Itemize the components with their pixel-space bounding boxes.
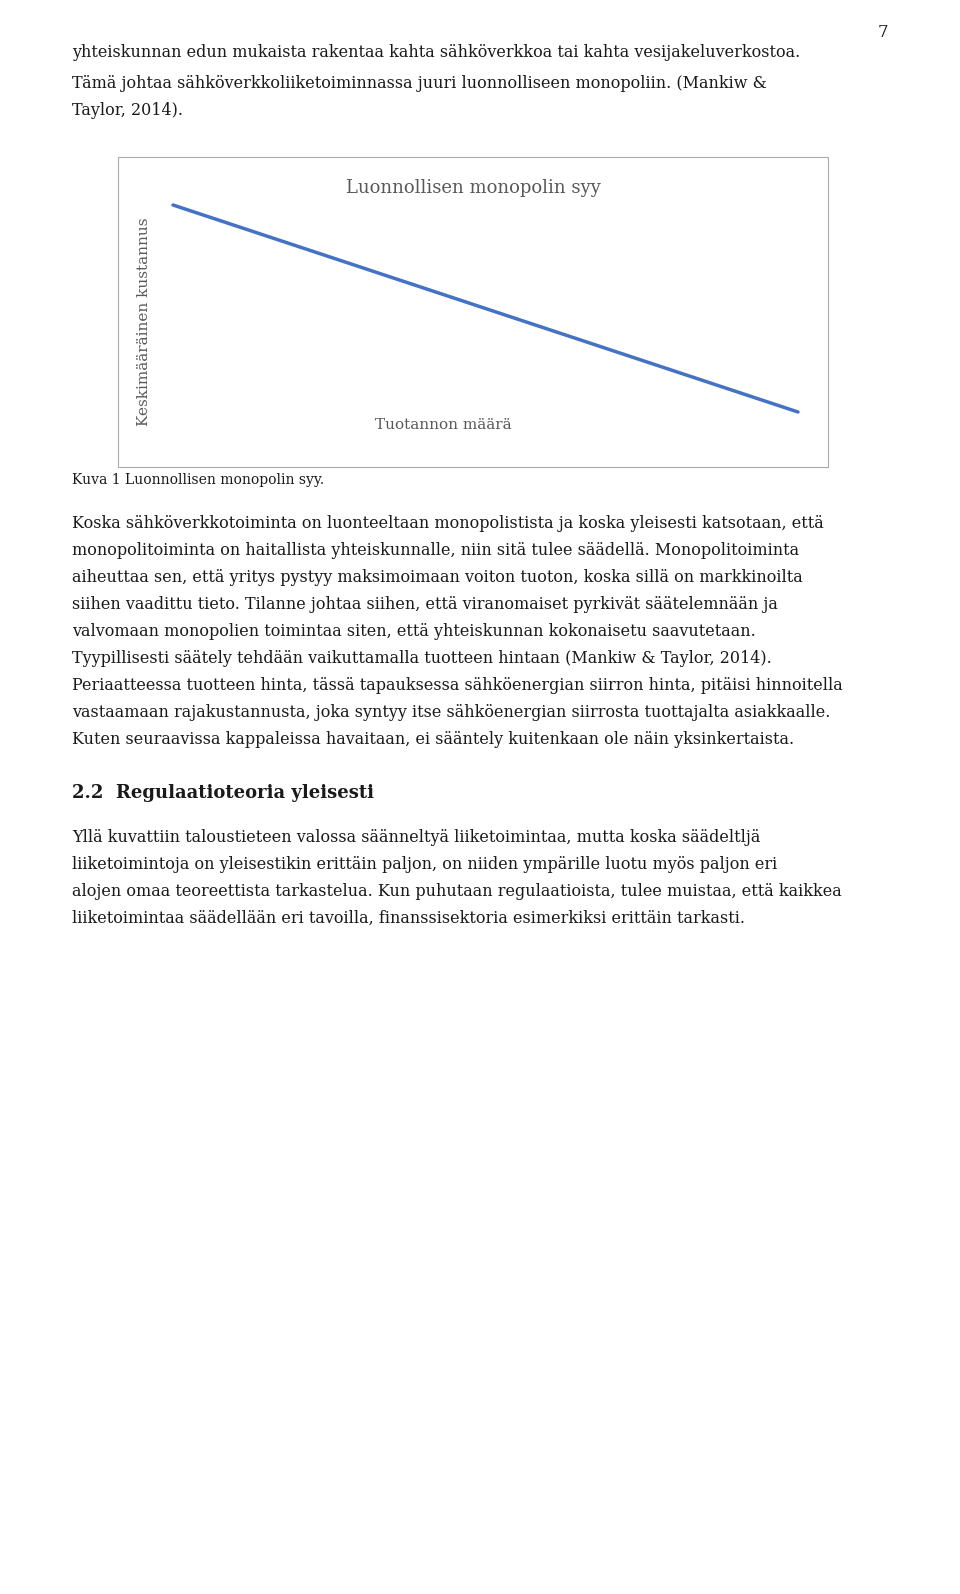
Text: monopolitoiminta on haitallista yhteiskunnalle, niin sitä tulee säädellä. Monopo: monopolitoiminta on haitallista yhteisku… xyxy=(72,542,799,559)
Text: liiketoimintoja on yleisestikin erittäin paljon, on niiden ympärille luotu myös : liiketoimintoja on yleisestikin erittäin… xyxy=(72,856,778,874)
Text: Taylor, 2014).: Taylor, 2014). xyxy=(72,102,183,120)
Text: Tyypillisesti säätely tehdään vaikuttamalla tuotteen hintaan (Mankiw & Taylor, 2: Tyypillisesti säätely tehdään vaikuttama… xyxy=(72,650,772,668)
Text: vastaamaan rajakustannusta, joka syntyy itse sähköenergian siirrosta tuottajalta: vastaamaan rajakustannusta, joka syntyy … xyxy=(72,705,830,722)
Text: siihen vaadittu tieto. Tilanne johtaa siihen, että viranomaiset pyrkivät säätele: siihen vaadittu tieto. Tilanne johtaa si… xyxy=(72,596,778,614)
Text: Kuten seuraavissa kappaleissa havaitaan, ei sääntely kuitenkaan ole näin yksinke: Kuten seuraavissa kappaleissa havaitaan,… xyxy=(72,732,794,748)
Text: liiketoimintaa säädellään eri tavoilla, finanssisektoria esimerkiksi erittäin ta: liiketoimintaa säädellään eri tavoilla, … xyxy=(72,910,745,928)
Text: 2.2  Regulaatioteoria yleisesti: 2.2 Regulaatioteoria yleisesti xyxy=(72,784,374,802)
Text: 7: 7 xyxy=(877,24,888,41)
Text: alojen omaa teoreettista tarkastelua. Kun puhutaan regulaatioista, tulee muistaa: alojen omaa teoreettista tarkastelua. Ku… xyxy=(72,883,842,901)
Text: Periaatteessa tuotteen hinta, tässä tapauksessa sähköenergian siirron hinta, pit: Periaatteessa tuotteen hinta, tässä tapa… xyxy=(72,677,843,695)
Text: valvomaan monopolien toimintaa siten, että yhteiskunnan kokonaisetu saavutetaan.: valvomaan monopolien toimintaa siten, et… xyxy=(72,623,756,641)
Text: Tuotannon määrä: Tuotannon määrä xyxy=(374,418,512,432)
Text: Luonnollisen monopolin syy: Luonnollisen monopolin syy xyxy=(346,179,600,198)
Bar xyxy=(118,156,828,467)
Text: Kuva 1 Luonnollisen monopolin syy.: Kuva 1 Luonnollisen monopolin syy. xyxy=(72,473,324,488)
Text: Koska sähköverkkotoiminta on luonteeltaan monopolistista ja koska yleisesti kats: Koska sähköverkkotoiminta on luonteeltaa… xyxy=(72,515,824,532)
Text: yhteiskunnan edun mukaista rakentaa kahta sähköverkkoa tai kahta vesijakeluverko: yhteiskunnan edun mukaista rakentaa kaht… xyxy=(72,45,801,61)
Text: Tämä johtaa sähköverkkoliiketoiminnassa juuri luonnolliseen monopoliin. (Mankiw : Tämä johtaa sähköverkkoliiketoiminnassa … xyxy=(72,75,767,92)
Text: aiheuttaa sen, että yritys pystyy maksimoimaan voiton tuoton, koska sillä on mar: aiheuttaa sen, että yritys pystyy maksim… xyxy=(72,569,803,587)
Text: Keskimääräinen kustannus: Keskimääräinen kustannus xyxy=(137,218,151,426)
Text: Yllä kuvattiin taloustieteen valossa säänneltyä liiketoimintaa, mutta koska sääd: Yllä kuvattiin taloustieteen valossa sää… xyxy=(72,829,760,846)
